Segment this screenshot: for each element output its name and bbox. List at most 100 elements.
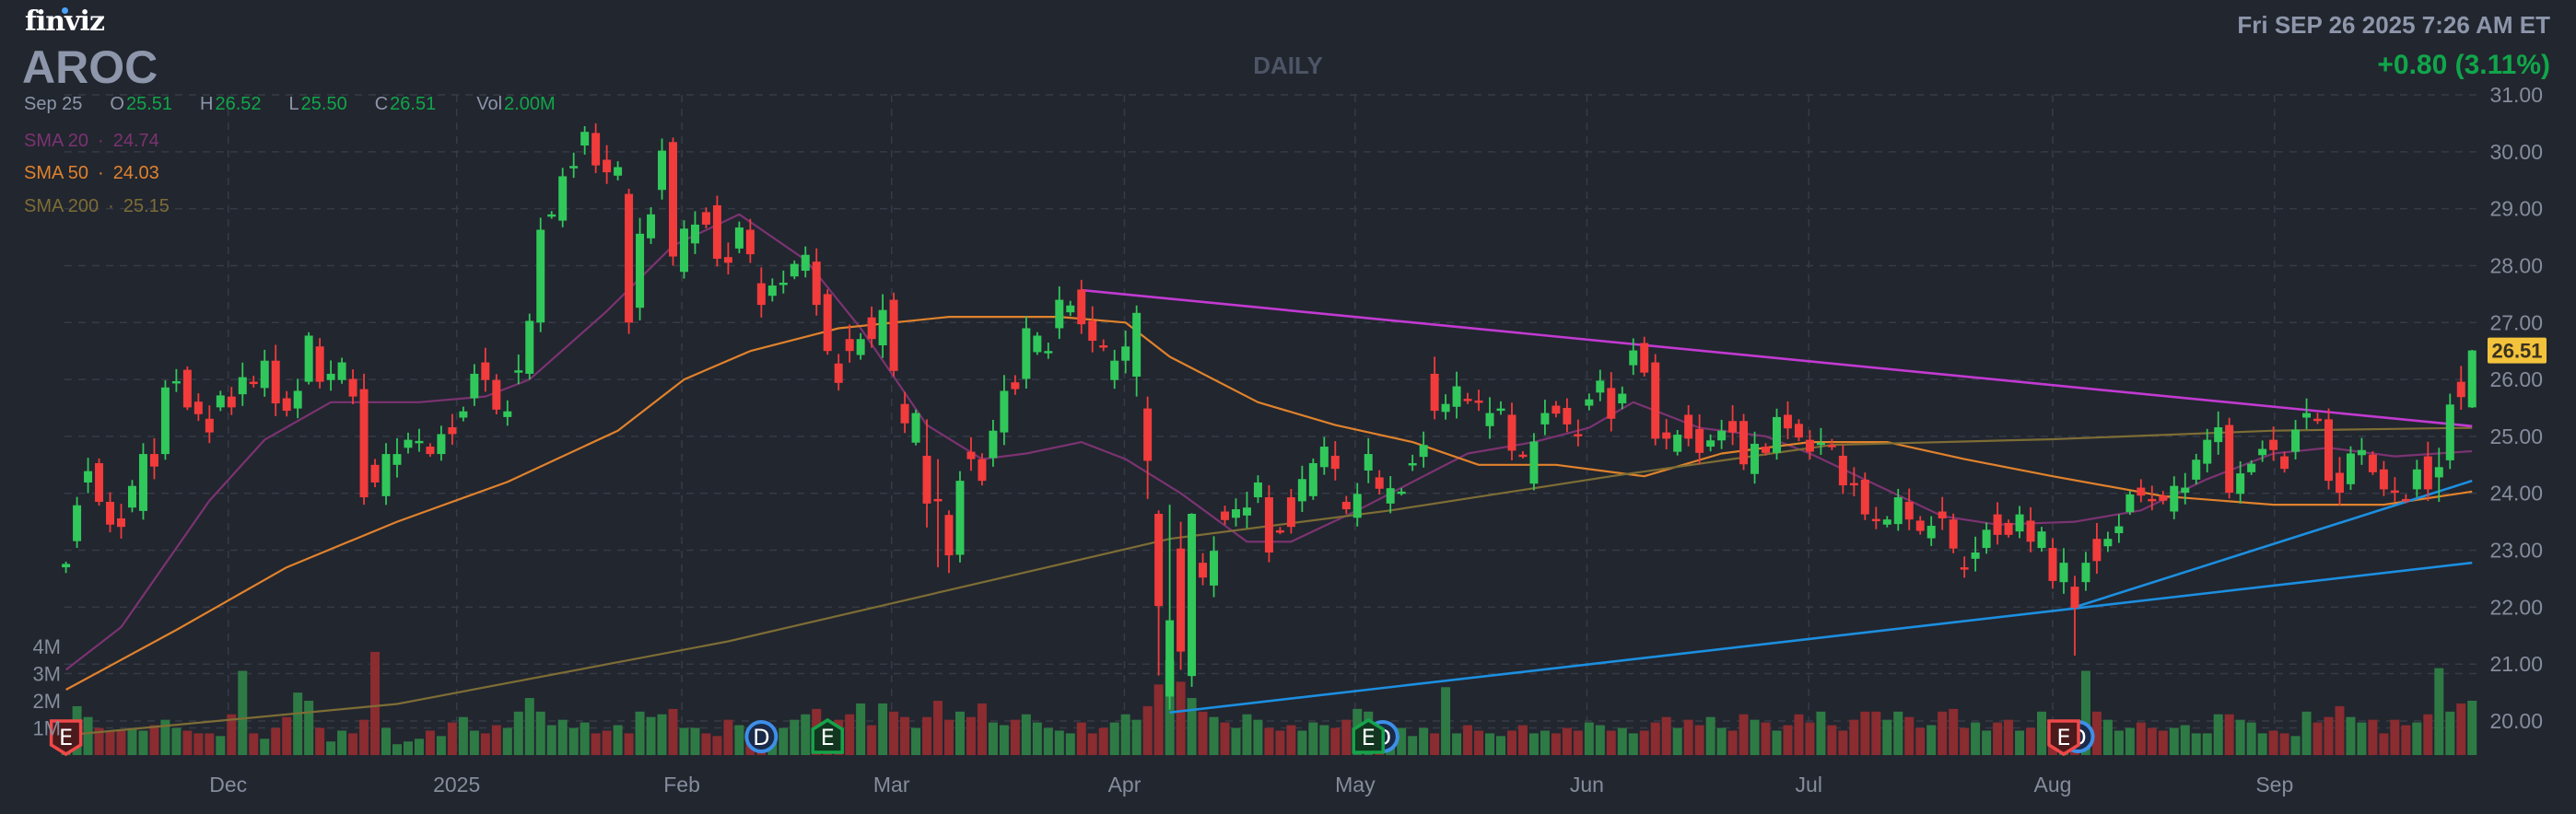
datetime: Fri SEP 26 2025 7:26 AM ET <box>2237 11 2550 39</box>
volume-bar <box>889 711 899 755</box>
x-tick-label: May <box>1335 773 1376 797</box>
volume-bar <box>1408 736 1418 755</box>
candle-body <box>1364 454 1373 471</box>
candle-body <box>1893 497 1903 525</box>
volume-bar <box>1783 725 1793 755</box>
candle-body <box>2313 418 2323 422</box>
volume-bar <box>1076 722 1086 755</box>
volume-bar <box>182 730 193 755</box>
event-markers[interactable]: EDEDEDE <box>49 717 2095 757</box>
candle-body <box>1849 483 1858 486</box>
volume-bar <box>105 730 115 755</box>
candle-body <box>2048 548 2057 581</box>
candle-body <box>1695 428 1704 453</box>
candle-body <box>514 370 523 373</box>
volume-bar <box>1330 727 1341 755</box>
volume-bar <box>657 714 667 755</box>
candle-body <box>2445 404 2454 460</box>
volume-bar <box>1452 733 1462 755</box>
earnings-marker-icon <box>1352 717 1385 754</box>
candle-body <box>636 233 645 308</box>
dividend-marker-icon <box>744 720 779 753</box>
candle-body <box>448 427 457 435</box>
candle-body <box>1949 519 1958 549</box>
candle-body <box>1706 440 1715 448</box>
volume-bar <box>1253 719 1263 755</box>
volume-bar <box>1485 733 1495 755</box>
volume-bar <box>690 727 700 755</box>
volume-bar <box>2213 714 2223 755</box>
volume-bar <box>1938 711 1948 755</box>
candle-body <box>701 212 710 225</box>
volume-bar <box>2224 714 2234 755</box>
volume-bar <box>1650 722 1660 755</box>
y-tick-label: 26.00 <box>2489 367 2543 391</box>
volume-bar <box>216 736 226 755</box>
volume-bar <box>1220 722 1230 755</box>
candle-body <box>2170 485 2179 512</box>
candle-body <box>625 193 634 323</box>
candle-body <box>1607 388 1616 419</box>
volume-bar <box>381 727 392 755</box>
candle-body <box>900 403 909 424</box>
y-tick-label: 30.00 <box>2489 140 2543 164</box>
candle-body <box>1960 567 1969 570</box>
event-letter: E <box>2056 725 2070 750</box>
volume-bar <box>602 730 612 755</box>
candle-body <box>2269 439 2278 450</box>
candle-body <box>1188 513 1197 677</box>
candle-body <box>2467 350 2476 408</box>
volume-bar <box>701 733 711 755</box>
candle-body <box>1022 328 1031 379</box>
price-change: +0.80 (3.11%) <box>2377 50 2550 80</box>
event-letter: E <box>59 725 73 750</box>
candle-body <box>492 379 501 410</box>
candle-body <box>1971 552 1980 559</box>
candle-body <box>193 401 203 414</box>
volume-bar <box>1242 714 1252 755</box>
volume-bar <box>138 730 148 755</box>
candle-body <box>1430 373 1439 412</box>
candle-body <box>690 224 699 244</box>
candle-body <box>481 362 490 380</box>
volume-bar <box>260 738 270 755</box>
volume-bar <box>878 703 888 755</box>
candle-body <box>1341 502 1351 510</box>
candle-body <box>149 454 158 467</box>
y-tick-label: 25.00 <box>2489 424 2543 448</box>
volume-bar <box>1275 730 1285 755</box>
volume-bar <box>1441 687 1451 755</box>
volume-bar <box>2091 711 2102 755</box>
y-tick-label: 20.00 <box>2489 709 2543 733</box>
x-tick-label: Jul <box>1796 773 1822 797</box>
volume-bar <box>2357 722 2367 755</box>
volume-bar <box>1098 727 1108 755</box>
candle-body <box>603 159 612 173</box>
volume-bar <box>249 733 259 755</box>
candle-body <box>2368 454 2377 472</box>
candle-body <box>2192 459 2201 480</box>
volume-bar <box>1209 716 1219 755</box>
candle-body <box>1286 497 1295 528</box>
candle-body <box>1540 413 1550 424</box>
volume-bar <box>1517 725 1528 755</box>
candle-body <box>1496 408 1505 412</box>
volume-bar <box>1739 714 1749 755</box>
sma200-value: 25.15 <box>123 196 170 216</box>
candle-body <box>647 214 656 238</box>
candle-body <box>160 387 170 455</box>
volume-bar <box>734 725 744 755</box>
volume-bar <box>469 730 479 755</box>
volume-bar <box>1010 719 1020 755</box>
candle-body <box>1662 432 1671 439</box>
event-letter: E <box>1362 725 1376 750</box>
y-tick-label: 24.00 <box>2489 482 2543 506</box>
volume-bar <box>2004 719 2014 755</box>
candle-body <box>2291 429 2301 452</box>
volume-bar <box>712 736 722 755</box>
candle-body <box>1330 455 1340 470</box>
candle-body <box>955 481 965 555</box>
volume-bar <box>2136 722 2146 755</box>
volume-bar <box>480 733 490 755</box>
